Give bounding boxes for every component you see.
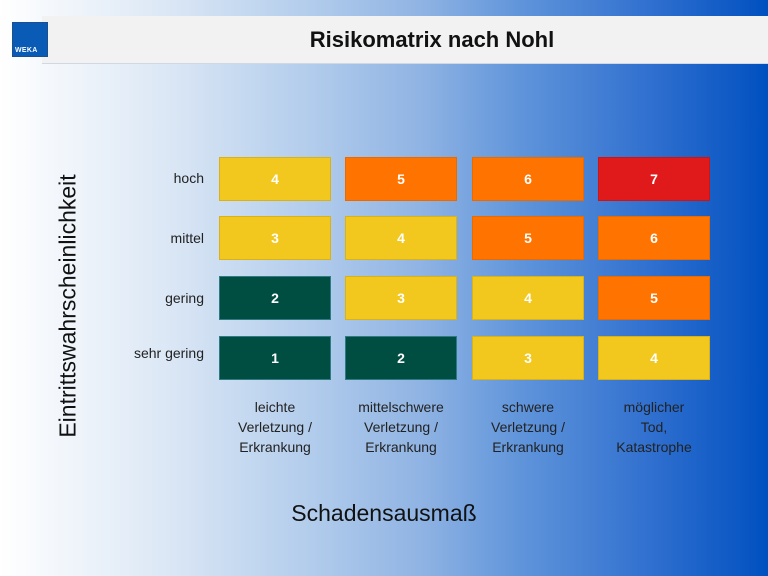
row-label-sehr-gering: sehr gering	[133, 345, 204, 361]
matrix-cell: 3	[472, 336, 584, 380]
column-label-line: Tod,	[640, 419, 668, 435]
row-label-mittel: mittel	[170, 230, 204, 246]
matrix-cell: 5	[598, 276, 710, 320]
column-label-line: Verletzung /	[238, 419, 312, 435]
matrix-cell: 5	[472, 216, 584, 260]
matrix-cell: 2	[219, 276, 331, 320]
matrix-cell: 4	[345, 216, 457, 260]
matrix-cell: 3	[219, 216, 331, 260]
row-label-gering: gering	[165, 290, 204, 306]
logo-text: WEKA	[15, 47, 38, 54]
matrix-cell: 3	[345, 276, 457, 320]
column-label-line: Verletzung /	[491, 419, 565, 435]
matrix-cell: 4	[472, 276, 584, 320]
row-label-hoch: hoch	[173, 170, 204, 186]
matrix-cell: 5	[345, 157, 457, 201]
matrix-cell: 6	[598, 216, 710, 260]
matrix-cell: 4	[219, 157, 331, 201]
matrix-cell: 6	[472, 157, 584, 201]
page-title: Risikomatrix nach Nohl	[309, 27, 555, 52]
matrix-cell: 4	[598, 336, 710, 380]
column-label-line: Verletzung /	[364, 419, 438, 435]
column-label-leicht: leichte Verletzung / Erkrankung	[210, 397, 340, 457]
column-label-line: Erkrankung	[239, 439, 311, 455]
matrix-cell: 1	[219, 336, 331, 380]
column-label-line: schwere	[501, 399, 555, 415]
column-label-line: mittelschwere	[358, 399, 444, 415]
column-label-line: leichte	[254, 399, 296, 415]
y-axis-label: Eintrittswahrscheinlichkeit	[54, 174, 81, 438]
column-label-line: Erkrankung	[365, 439, 437, 455]
column-label-mittelschwer: mittelschwere Verletzung / Erkrankung	[336, 397, 466, 457]
column-label-schwer: schwere Verletzung / Erkrankung	[463, 397, 593, 457]
column-label-tod: möglicher Tod, Katastrophe	[589, 397, 719, 457]
title-bar: Risikomatrix nach Nohl	[42, 16, 768, 64]
matrix-cell: 7	[598, 157, 710, 201]
weka-logo: WEKA	[12, 22, 48, 57]
column-label-line: Erkrankung	[492, 439, 564, 455]
column-label-line: möglicher	[623, 399, 685, 415]
column-label-line: Katastrophe	[616, 439, 692, 455]
matrix-cell: 2	[345, 336, 457, 380]
x-axis-label: Schadensausmaß	[291, 500, 477, 526]
